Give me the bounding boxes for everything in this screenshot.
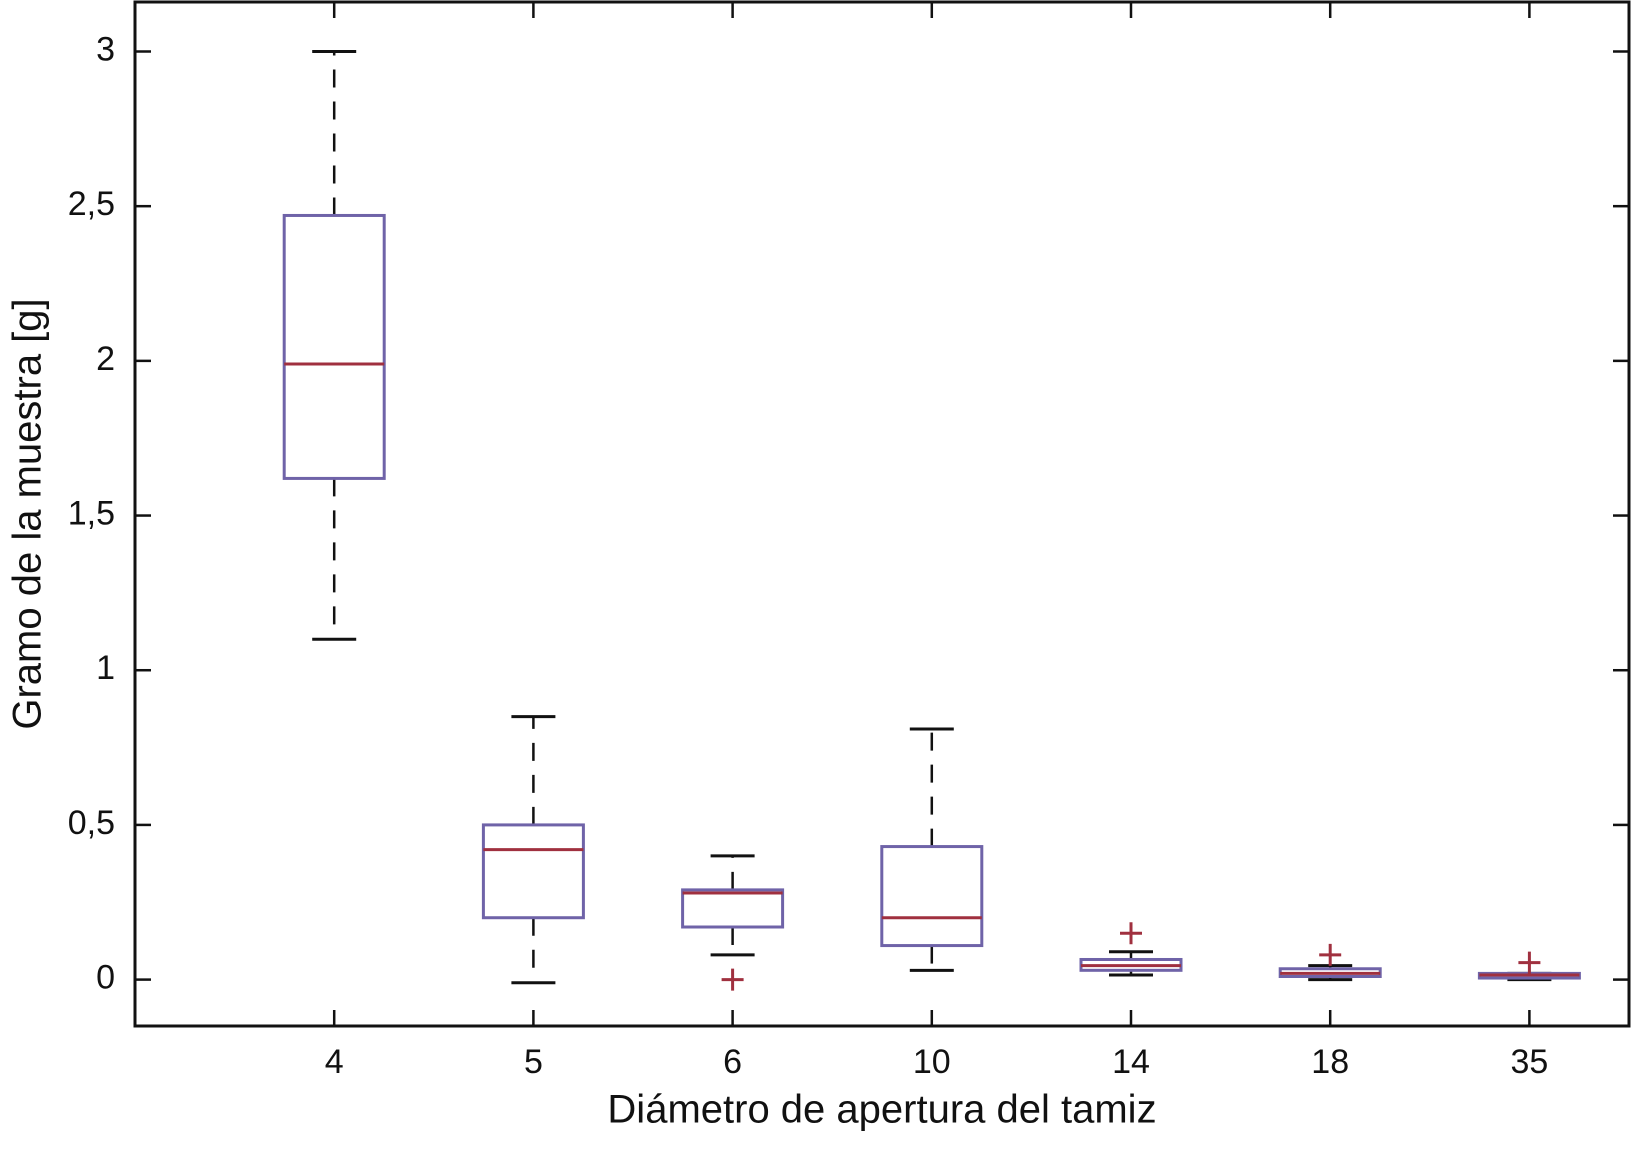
x-tick-label: 6 xyxy=(723,1043,742,1081)
box xyxy=(880,845,984,948)
x-tick-label: 4 xyxy=(325,1043,344,1081)
y-tick-label: 0,5 xyxy=(68,804,115,842)
x-tick-label: 14 xyxy=(1112,1043,1150,1081)
y-tick-label: 1 xyxy=(96,649,115,687)
box xyxy=(481,823,585,920)
outlier xyxy=(1120,922,1142,945)
box xyxy=(681,888,785,929)
outlier xyxy=(1319,943,1342,966)
y-tick-label: 0 xyxy=(96,959,115,997)
x-tick-label: 5 xyxy=(524,1043,543,1081)
outlier xyxy=(1518,951,1541,974)
x-axis-label: Diámetro de apertura del tamiz xyxy=(607,1088,1156,1132)
y-tick-label: 3 xyxy=(96,30,115,68)
x-tick-label: 35 xyxy=(1510,1043,1548,1081)
plot-frame xyxy=(133,0,1631,1028)
y-tick-label: 1,5 xyxy=(68,495,115,533)
x-tick-label: 10 xyxy=(913,1043,951,1081)
box xyxy=(282,213,386,480)
y-axis-label: Gramo de la muestra [g] xyxy=(6,298,50,729)
outlier xyxy=(721,968,744,991)
y-tick-label: 2 xyxy=(96,340,115,378)
y-tick-label: 2,5 xyxy=(68,185,115,223)
x-tick-label: 18 xyxy=(1311,1043,1349,1081)
